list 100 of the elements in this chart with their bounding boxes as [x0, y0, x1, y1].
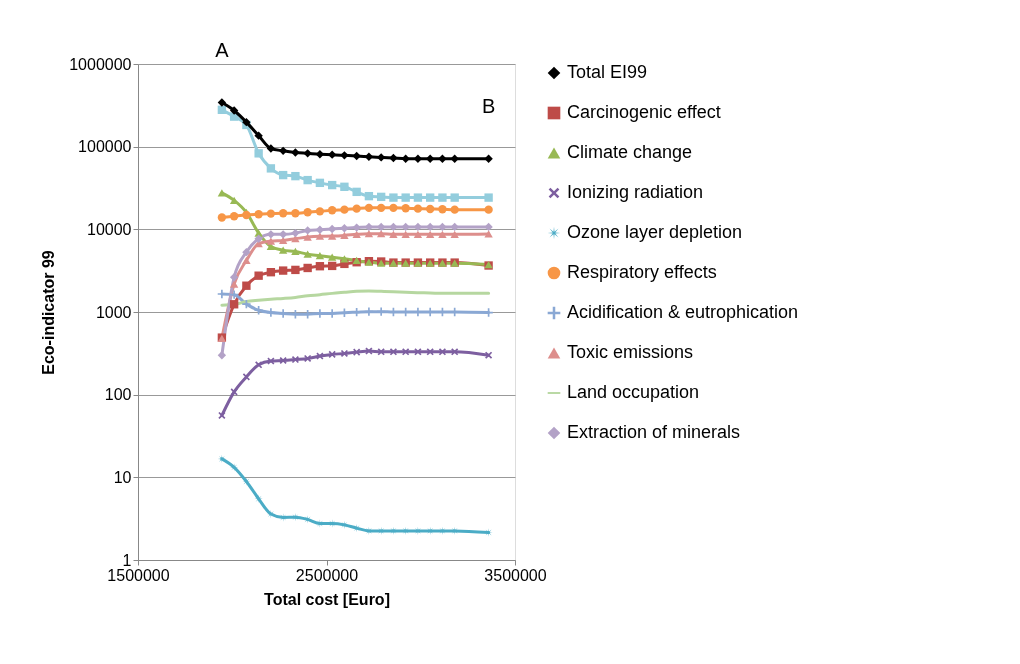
- point: [303, 208, 312, 217]
- point: [402, 348, 410, 356]
- point: [401, 230, 410, 238]
- legend-label: Acidification & eutrophication: [567, 302, 799, 322]
- point: [229, 280, 239, 288]
- point: [425, 230, 435, 238]
- point: [327, 206, 337, 215]
- point: [266, 209, 276, 218]
- point: [254, 271, 263, 280]
- legend-label: Total EI99: [567, 62, 648, 82]
- point: [425, 193, 435, 202]
- point: [291, 228, 300, 238]
- point: [303, 233, 312, 241]
- point: [364, 191, 374, 201]
- point: [438, 193, 447, 202]
- point: [352, 151, 361, 161]
- legend-label: Climate change: [567, 142, 693, 162]
- point: [229, 106, 239, 115]
- point: [364, 307, 374, 316]
- point: [450, 193, 459, 202]
- y-tick-label: 10000: [87, 220, 132, 238]
- y-tick-label: 10: [113, 468, 132, 486]
- point: [266, 268, 276, 277]
- point: [340, 349, 348, 358]
- y-tick-label: 100000: [78, 138, 132, 156]
- point: [254, 149, 263, 158]
- point: [484, 193, 493, 202]
- point: [414, 348, 422, 356]
- point: [450, 230, 459, 238]
- point: [389, 153, 398, 163]
- point: [316, 352, 324, 360]
- point: [484, 230, 493, 238]
- point: [352, 204, 361, 213]
- legend-label: Ionizing radiation: [567, 182, 704, 202]
- line-series: [220, 289, 491, 307]
- point: [365, 347, 373, 355]
- point: [450, 154, 459, 163]
- point: [254, 210, 263, 219]
- point: [389, 230, 398, 238]
- point: [389, 193, 398, 202]
- point: [278, 246, 288, 254]
- point: [377, 348, 385, 356]
- point: [217, 351, 227, 360]
- x-tick-label: 2500000: [295, 566, 359, 584]
- point: [242, 281, 251, 290]
- point: [266, 237, 276, 245]
- point: [340, 205, 349, 214]
- point: [327, 253, 337, 261]
- point: [278, 170, 288, 180]
- point: [315, 178, 325, 188]
- point: [401, 222, 410, 232]
- point: [426, 348, 434, 356]
- point: [401, 154, 410, 163]
- point: [327, 180, 337, 190]
- point: [438, 154, 447, 163]
- point: [254, 131, 263, 140]
- point: [389, 203, 398, 213]
- x-tick-label: 3500000: [484, 566, 547, 584]
- point: [315, 262, 325, 271]
- point: [413, 230, 423, 238]
- point: [267, 357, 275, 365]
- point: [217, 105, 227, 115]
- point: [340, 224, 349, 233]
- point: [352, 230, 361, 238]
- y-axis-title: Eco-indicator 99: [40, 250, 58, 375]
- point: [438, 205, 447, 214]
- point: [304, 354, 312, 363]
- point: [278, 209, 288, 218]
- point: [327, 261, 337, 271]
- point: [303, 515, 312, 524]
- point: [291, 148, 300, 157]
- y-tick-label: 1000: [95, 303, 132, 321]
- y-tick-label: 1000000: [69, 55, 132, 73]
- point: [242, 299, 251, 309]
- point: [229, 212, 239, 221]
- point: [229, 273, 239, 282]
- point: [291, 209, 300, 218]
- legend-label: Land occupation: [567, 382, 700, 402]
- point: [484, 205, 493, 214]
- point: [303, 226, 312, 235]
- point: [254, 306, 263, 315]
- annotation: A: [215, 38, 230, 61]
- point: [291, 355, 299, 364]
- point: [340, 182, 349, 191]
- point: [255, 361, 263, 369]
- point: [278, 236, 288, 245]
- point: [413, 204, 423, 213]
- point: [438, 230, 447, 238]
- annotation: B: [481, 94, 496, 117]
- point: [451, 348, 459, 356]
- x-axis-title: Total cost [Euro]: [264, 590, 390, 608]
- point: [315, 232, 325, 240]
- point: [413, 193, 423, 202]
- point: [242, 256, 251, 265]
- point: [438, 222, 447, 232]
- point: [352, 223, 361, 232]
- point: [376, 203, 386, 213]
- point: [291, 247, 300, 256]
- point: [401, 193, 410, 202]
- point: [266, 144, 276, 153]
